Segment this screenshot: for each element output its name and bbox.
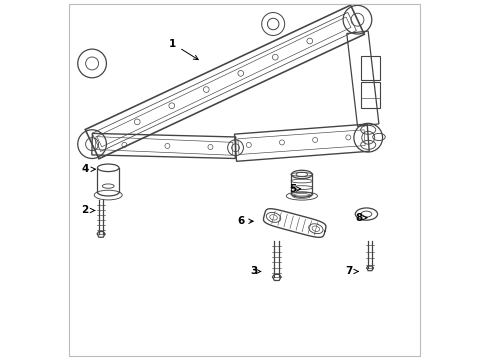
Text: 3: 3: [249, 266, 260, 276]
Text: 6: 6: [237, 216, 253, 226]
Text: 4: 4: [81, 164, 95, 174]
Text: 8: 8: [355, 213, 366, 222]
Text: 1: 1: [169, 39, 198, 60]
Text: 5: 5: [289, 184, 300, 194]
Text: 2: 2: [81, 206, 95, 216]
Text: 7: 7: [344, 266, 358, 276]
